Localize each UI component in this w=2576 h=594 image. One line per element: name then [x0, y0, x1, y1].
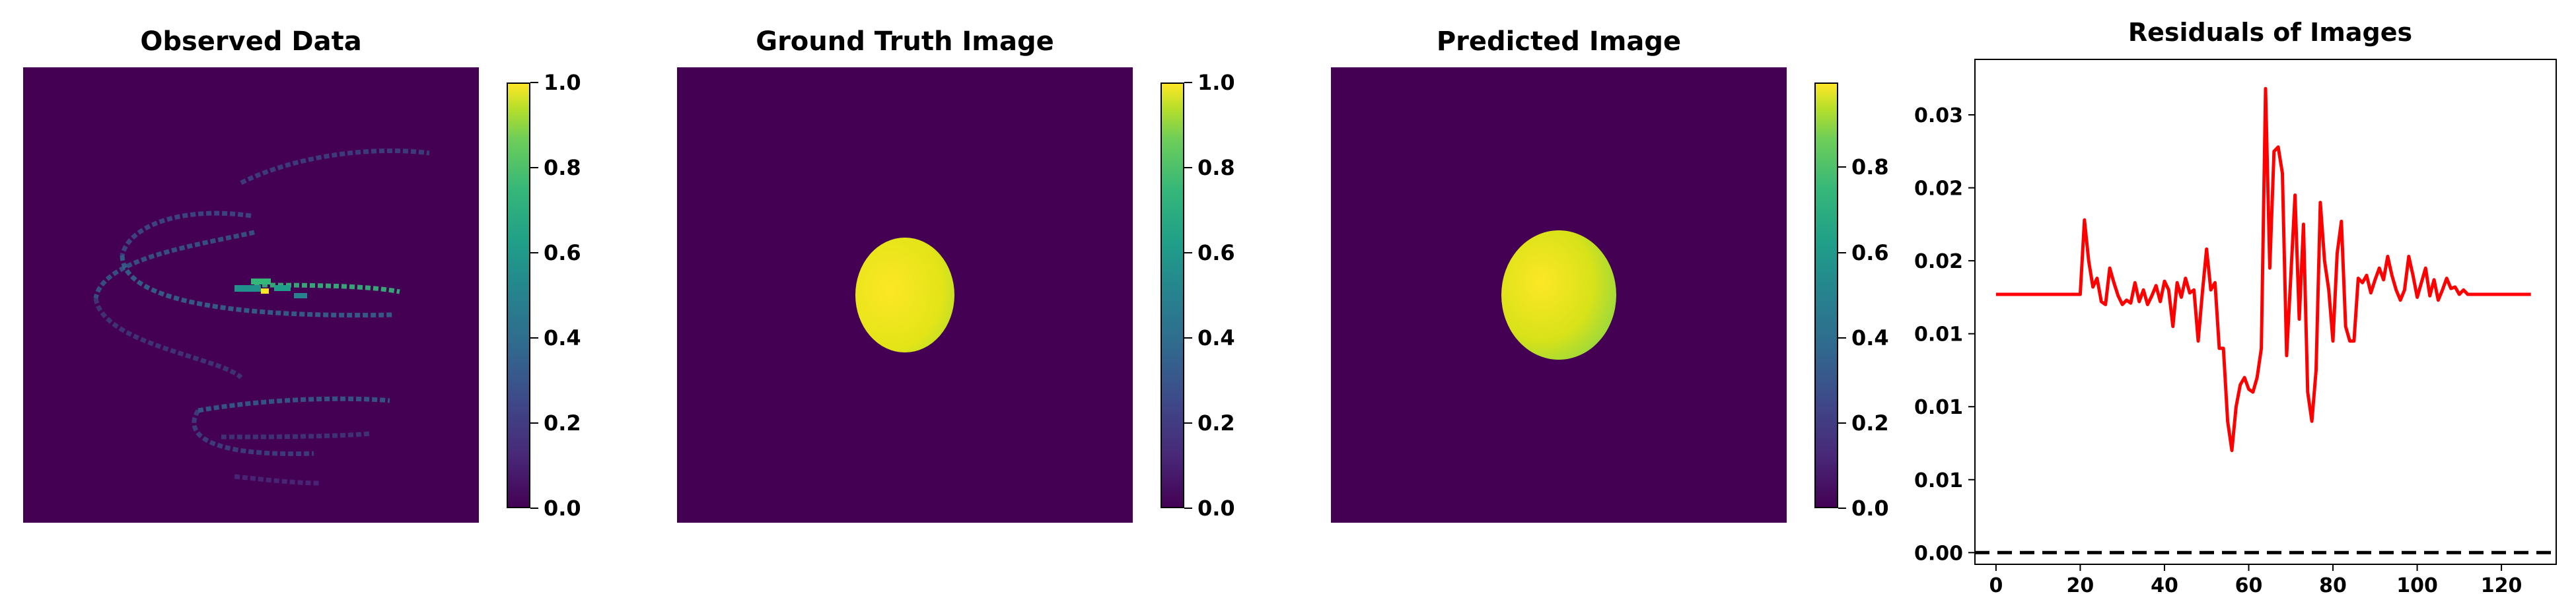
colorbar-tick-mark	[1838, 166, 1846, 168]
y-tick-label: 0.01	[1914, 323, 1963, 346]
colorbar-tick-mark	[1838, 422, 1846, 424]
observed-data-colorbar	[507, 82, 530, 508]
x-tick-label: 100	[2396, 574, 2438, 594]
colorbar-tick-label: 0.6	[544, 240, 581, 265]
predicted-image-colorbar	[1814, 82, 1838, 508]
residuals-series-line	[1995, 86, 2531, 452]
x-tick-label: 80	[2319, 574, 2347, 594]
colorbar-tick-mark	[1184, 508, 1192, 509]
colorbar-tick-mark	[1838, 251, 1846, 253]
residuals-chart-title: Residuals of Images	[2128, 18, 2412, 47]
colorbar-tick-label: 0.6	[1198, 240, 1235, 265]
colorbar-tick-label: 0.8	[544, 155, 581, 180]
colorbar-tick-label: 0.8	[1198, 155, 1235, 180]
colorbar-tick-mark	[1838, 337, 1846, 339]
colorbar-tick-mark	[530, 252, 538, 253]
colorbar-tick-mark	[530, 508, 538, 509]
colorbar-tick-mark	[530, 422, 538, 424]
ground-truth-colorbar	[1161, 82, 1184, 508]
colorbar-tick-mark	[1184, 82, 1192, 83]
ground-truth-image	[677, 67, 1133, 523]
colorbar-tick-label: 0.2	[544, 411, 581, 436]
observed-data-title: Observed Data	[140, 26, 362, 57]
x-tick-label: 120	[2481, 574, 2522, 594]
colorbar-tick-mark	[1184, 252, 1192, 253]
x-tick-label: 40	[2151, 574, 2178, 594]
colorbar-tick-mark	[530, 167, 538, 168]
predicted-image-title: Predicted Image	[1436, 26, 1682, 57]
ground-truth-title: Ground Truth Image	[756, 26, 1054, 57]
y-tick-label: 0.01	[1914, 396, 1963, 419]
colorbar-tick-label: 1.0	[544, 70, 581, 95]
residuals-plot-frame	[1974, 59, 2557, 565]
colorbar-tick-label: 0.0	[1198, 496, 1235, 521]
colorbar-tick-label: 1.0	[1198, 70, 1235, 95]
colorbar-tick-mark	[530, 82, 538, 83]
x-tick-label: 60	[2235, 574, 2263, 594]
x-tick-label: 20	[2067, 574, 2094, 594]
colorbar-tick-label: 0.0	[1851, 496, 1889, 521]
colorbar-tick-label: 0.4	[1851, 325, 1889, 350]
colorbar-tick-label: 0.2	[1198, 411, 1235, 436]
x-tick-label: 0	[1989, 574, 2003, 594]
colorbar-tick-mark	[530, 337, 538, 339]
y-tick-label: 0.02	[1914, 250, 1963, 273]
y-tick-label: 0.01	[1914, 469, 1963, 492]
colorbar-tick-mark	[1184, 422, 1192, 424]
colorbar-tick-mark	[1838, 508, 1846, 509]
colorbar-tick-mark	[1184, 337, 1192, 339]
predicted-image	[1331, 67, 1787, 523]
y-tick-label: 0.02	[1914, 178, 1963, 201]
colorbar-tick-label: 0.8	[1851, 154, 1889, 180]
colorbar-tick-label: 0.4	[1198, 325, 1235, 350]
observed-data-image	[23, 67, 479, 523]
y-tick-label: 0.03	[1914, 104, 1963, 127]
colorbar-tick-mark	[1184, 167, 1192, 168]
colorbar-tick-label: 0.4	[544, 325, 581, 350]
y-tick-label: 0.00	[1914, 542, 1963, 565]
colorbar-tick-label: 0.6	[1851, 240, 1889, 265]
colorbar-tick-label: 0.2	[1851, 410, 1889, 436]
colorbar-tick-label: 0.0	[544, 496, 581, 521]
